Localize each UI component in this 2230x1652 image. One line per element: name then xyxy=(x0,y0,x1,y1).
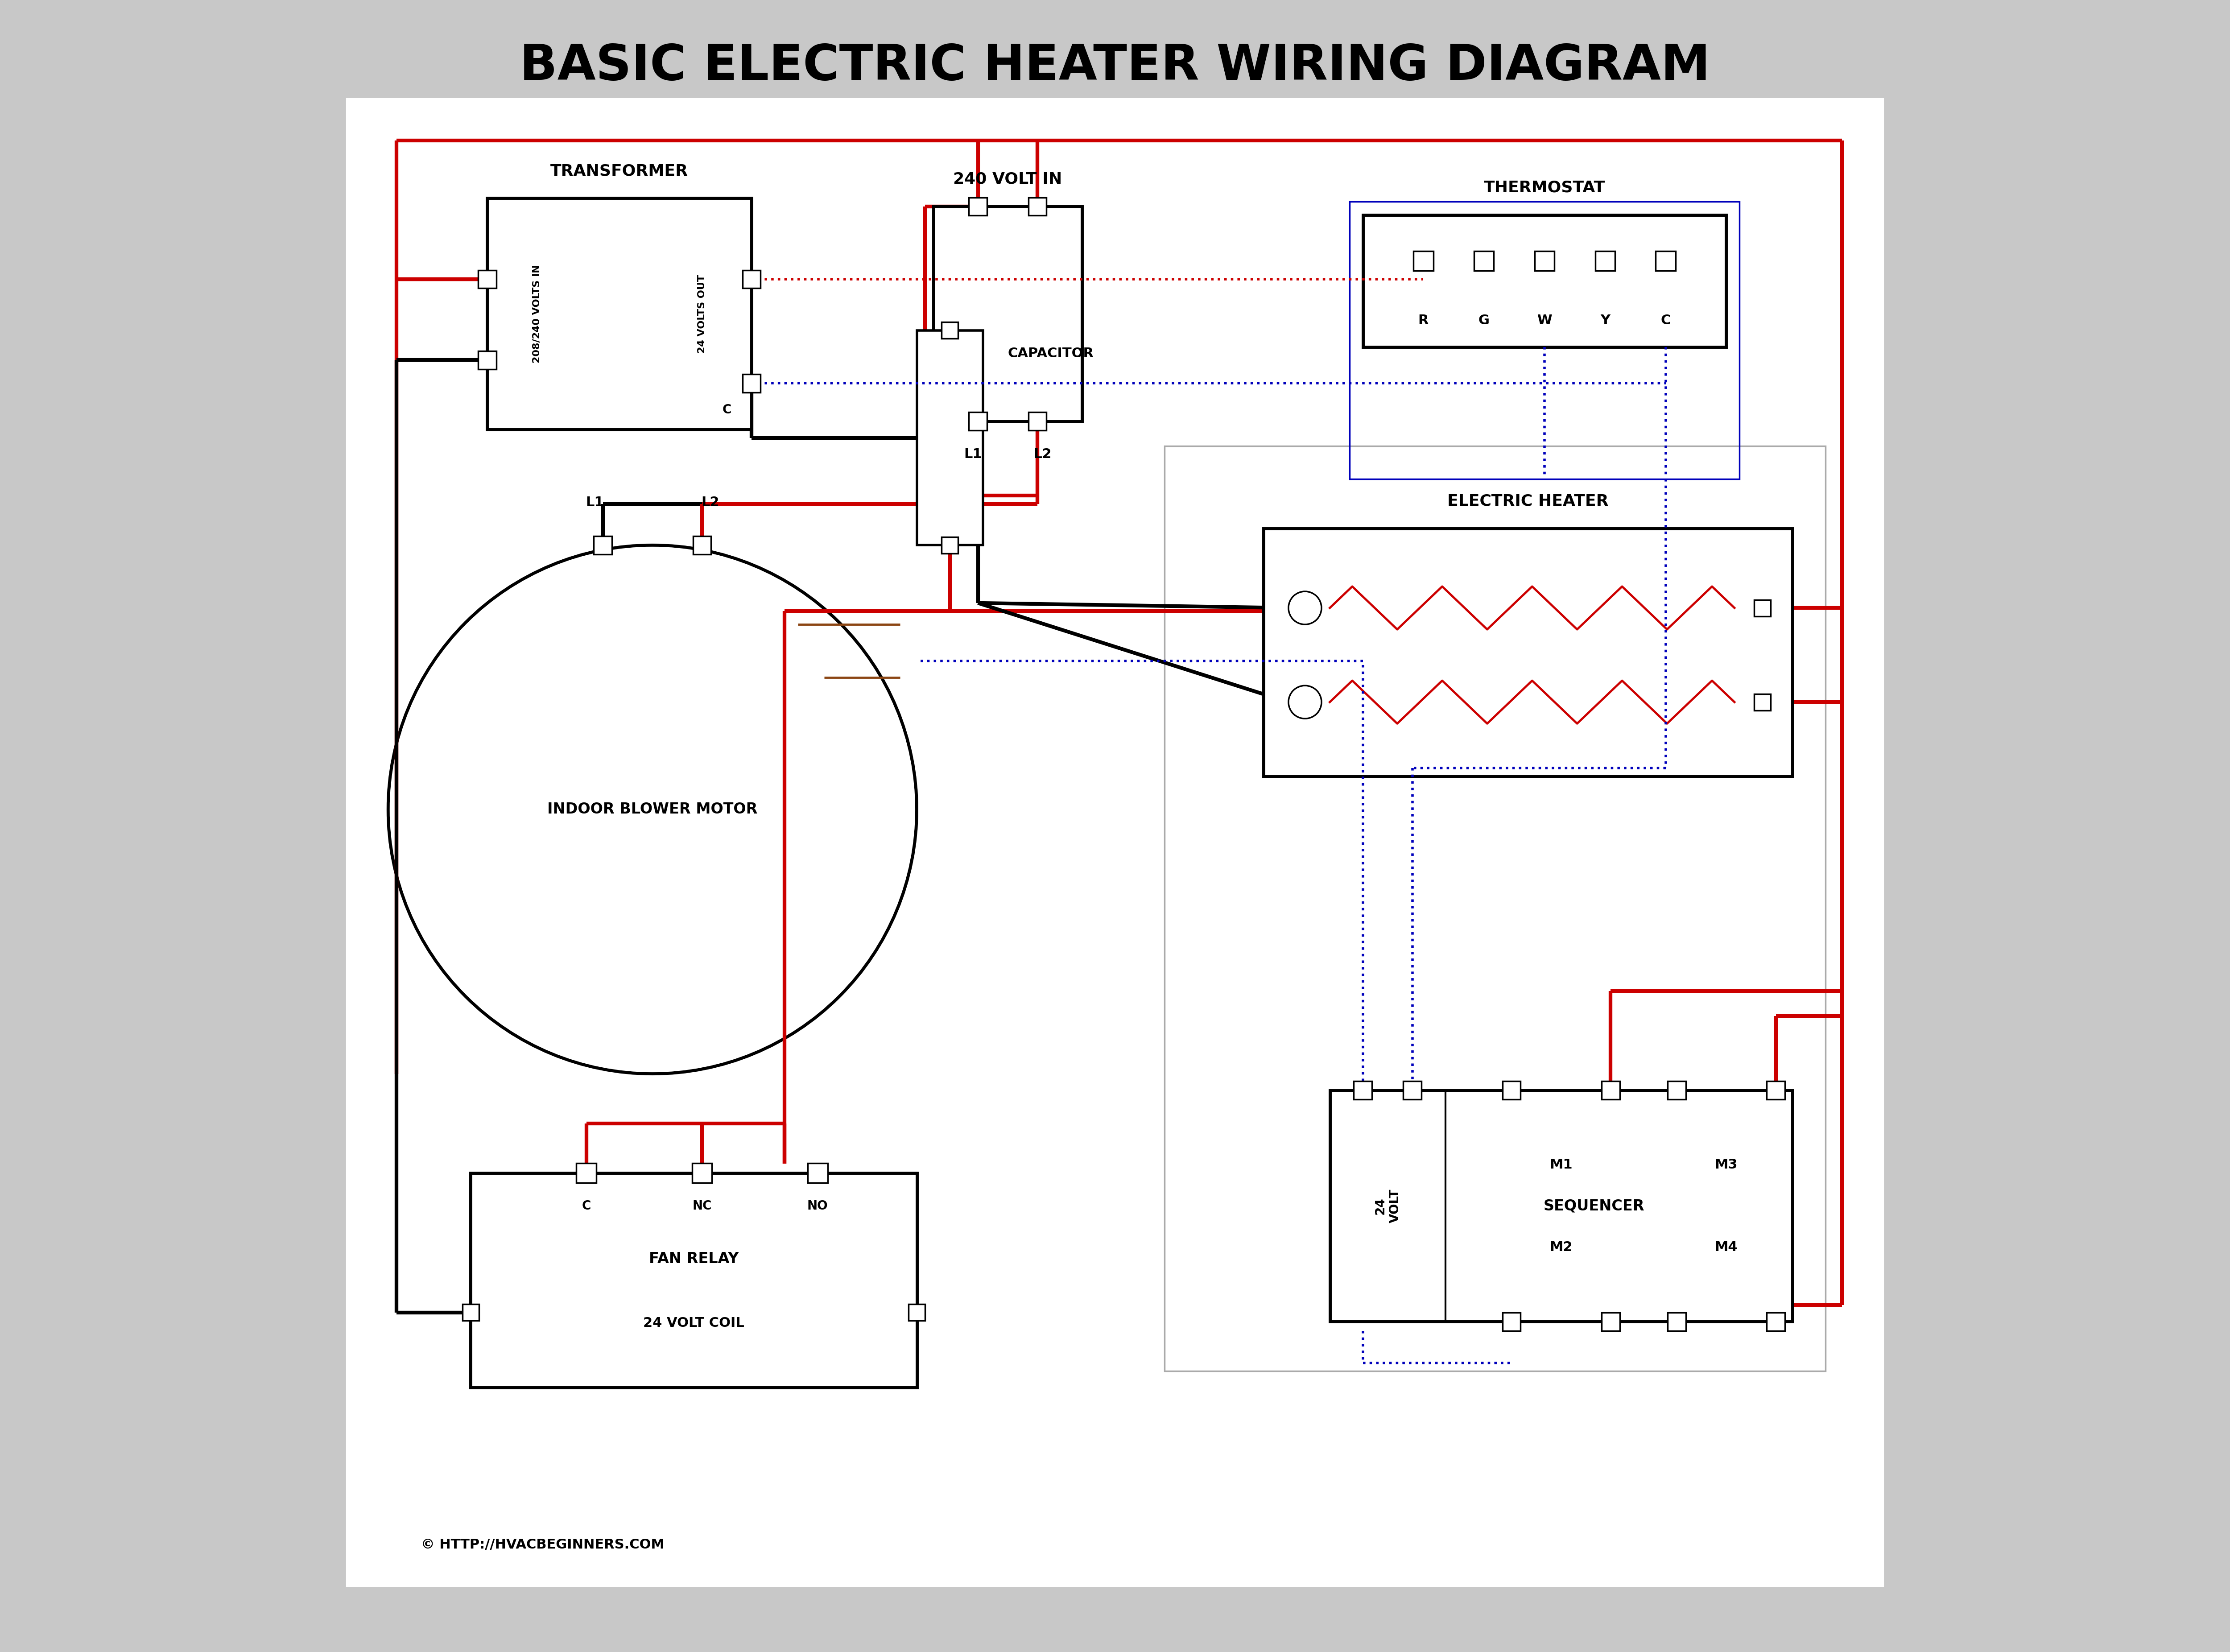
Bar xyxy=(462,1305,479,1322)
Text: Y: Y xyxy=(1601,314,1610,327)
Bar xyxy=(1534,251,1554,271)
Bar xyxy=(1766,1080,1784,1100)
Text: W: W xyxy=(1536,314,1552,327)
Bar xyxy=(1655,251,1675,271)
Bar xyxy=(1414,251,1434,271)
Text: FAN RELAY: FAN RELAY xyxy=(649,1252,738,1265)
Bar xyxy=(1503,1312,1521,1332)
Bar xyxy=(968,197,988,215)
Bar xyxy=(1403,1080,1421,1100)
Bar xyxy=(1755,694,1771,710)
Bar xyxy=(1594,251,1615,271)
Text: M3: M3 xyxy=(1715,1158,1737,1171)
Bar xyxy=(1474,251,1494,271)
Text: 24 VOLT COIL: 24 VOLT COIL xyxy=(642,1317,745,1330)
Bar xyxy=(1668,1312,1686,1332)
Bar xyxy=(486,198,752,430)
Bar xyxy=(1755,600,1771,616)
Text: NO: NO xyxy=(807,1199,827,1213)
Text: C: C xyxy=(582,1199,591,1213)
Text: L1: L1 xyxy=(586,496,604,509)
Text: G: G xyxy=(1478,314,1490,327)
Text: L1: L1 xyxy=(963,448,981,461)
Bar xyxy=(1363,215,1726,347)
Bar xyxy=(1668,1080,1686,1100)
Bar xyxy=(1601,1312,1619,1332)
Circle shape xyxy=(388,545,917,1074)
Bar xyxy=(743,375,760,393)
Text: L2: L2 xyxy=(700,496,720,509)
Text: M2: M2 xyxy=(1550,1241,1572,1254)
Text: 208/240 VOLTS IN: 208/240 VOLTS IN xyxy=(533,264,542,363)
Text: INDOOR BLOWER MOTOR: INDOOR BLOWER MOTOR xyxy=(546,803,758,816)
Bar xyxy=(593,535,611,553)
Text: C: C xyxy=(723,403,731,416)
Bar xyxy=(477,352,497,368)
Text: R: R xyxy=(1418,314,1429,327)
Text: CAPACITOR: CAPACITOR xyxy=(1008,347,1093,360)
Text: SEQUENCER: SEQUENCER xyxy=(1543,1199,1644,1213)
Text: 240 VOLT IN: 240 VOLT IN xyxy=(952,172,1061,187)
Bar xyxy=(575,1163,595,1183)
Bar xyxy=(1164,446,1826,1371)
Bar xyxy=(1766,1312,1784,1332)
Bar xyxy=(1601,1080,1619,1100)
Text: THERMOSTAT: THERMOSTAT xyxy=(1483,180,1606,195)
Circle shape xyxy=(1289,591,1322,624)
Bar xyxy=(807,1163,827,1183)
Text: 24
VOLT: 24 VOLT xyxy=(1374,1189,1400,1222)
Text: © HTTP://HVACBEGINNERS.COM: © HTTP://HVACBEGINNERS.COM xyxy=(421,1538,665,1551)
Bar xyxy=(743,269,760,287)
Text: BASIC ELECTRIC HEATER WIRING DIAGRAM: BASIC ELECTRIC HEATER WIRING DIAGRAM xyxy=(520,43,1710,89)
Bar xyxy=(1503,1080,1521,1100)
Bar xyxy=(1028,411,1046,430)
Text: TRANSFORMER: TRANSFORMER xyxy=(551,164,689,178)
Text: M4: M4 xyxy=(1715,1241,1737,1254)
Bar xyxy=(691,1163,711,1183)
Bar xyxy=(477,269,497,287)
Text: C: C xyxy=(1661,314,1670,327)
Bar xyxy=(917,330,983,545)
Text: ELECTRIC HEATER: ELECTRIC HEATER xyxy=(1447,494,1608,509)
Bar xyxy=(908,1305,925,1322)
Text: L2: L2 xyxy=(1032,448,1050,461)
Bar xyxy=(1028,197,1046,215)
Bar xyxy=(934,206,1082,421)
Circle shape xyxy=(1289,686,1322,719)
Bar xyxy=(694,535,711,553)
Bar xyxy=(1264,529,1793,776)
Bar xyxy=(1354,1080,1371,1100)
Text: 24 VOLTS OUT: 24 VOLTS OUT xyxy=(698,274,707,354)
Text: NC: NC xyxy=(691,1199,711,1213)
Bar xyxy=(471,1173,917,1388)
Bar xyxy=(941,537,959,553)
Bar xyxy=(1329,1090,1793,1322)
Bar xyxy=(1349,202,1739,479)
Bar xyxy=(968,411,988,430)
Bar xyxy=(941,322,959,339)
Text: M1: M1 xyxy=(1550,1158,1572,1171)
